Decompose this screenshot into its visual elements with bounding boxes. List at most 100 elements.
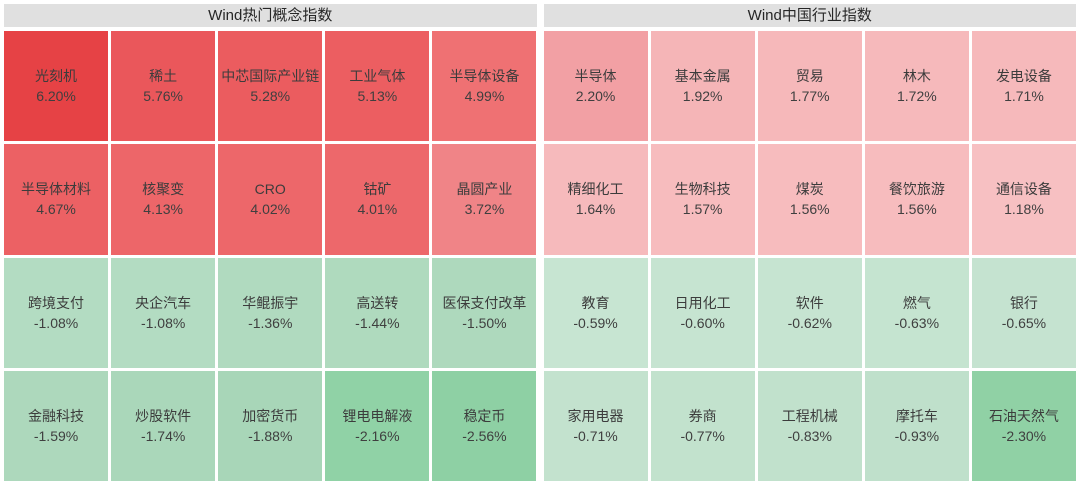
index-name: 高送转 bbox=[356, 294, 399, 311]
index-change: 4.01% bbox=[357, 201, 398, 218]
index-change: 1.56% bbox=[789, 201, 830, 218]
heatmap-cell[interactable]: 生物科技 1.57% bbox=[650, 144, 755, 255]
heatmap-cell[interactable]: 晶圆产业 3.72% bbox=[432, 144, 537, 255]
index-change: -1.08% bbox=[140, 314, 186, 331]
heatmap-cell[interactable]: 核聚变 4.13% bbox=[111, 144, 216, 255]
index-change: 1.71% bbox=[1004, 88, 1044, 105]
heatmap-cell[interactable]: 煤炭 1.56% bbox=[757, 144, 862, 255]
heatmap-cell[interactable]: 高送转 -1.44% bbox=[325, 257, 430, 368]
heatmap-cell[interactable]: 金融科技 -1.59% bbox=[4, 370, 109, 481]
heatmap-cell[interactable]: 央企汽车 -1.08% bbox=[111, 257, 216, 368]
heatmap-cell[interactable]: 半导体材料 4.67% bbox=[4, 144, 109, 255]
heatmap-cell[interactable]: 餐饮旅游 1.56% bbox=[864, 144, 969, 255]
heatmap-cell[interactable]: 精细化工 1.64% bbox=[543, 144, 648, 255]
heatmap-cell[interactable]: 贸易 1.77% bbox=[757, 31, 862, 142]
index-name: 贸易 bbox=[795, 68, 824, 85]
index-name: 券商 bbox=[688, 407, 717, 424]
index-name: 生物科技 bbox=[674, 181, 731, 198]
heatmap-cell[interactable]: 基本金属 1.92% bbox=[650, 31, 755, 142]
index-change: -0.65% bbox=[1001, 314, 1047, 331]
heatmap-cell[interactable]: 光刻机 6.20% bbox=[4, 31, 109, 142]
index-change: 4.13% bbox=[143, 201, 183, 218]
index-name: 基本金属 bbox=[674, 68, 731, 85]
heatmap-cell[interactable]: CRO 4.02% bbox=[218, 144, 323, 255]
heatmap-cell[interactable]: 摩托车 -0.93% bbox=[864, 370, 969, 481]
index-change: -0.59% bbox=[573, 314, 618, 331]
heatmap-cell[interactable]: 锂电电解液 -2.16% bbox=[325, 370, 430, 481]
heatmap-cell[interactable]: 家用电器 -0.71% bbox=[543, 370, 648, 481]
index-change: -2.30% bbox=[1001, 427, 1047, 444]
heatmap-cell[interactable]: 华鲲振宇 -1.36% bbox=[218, 257, 323, 368]
index-name: 稀土 bbox=[149, 68, 178, 85]
heatmap-cell[interactable]: 日用化工 -0.60% bbox=[650, 257, 755, 368]
index-change: 6.20% bbox=[36, 88, 76, 105]
panel-industry-indices: Wind中国行业指数 半导体 2.20% 基本金属 1.92% 贸易 1.77% 林木 1.7… bbox=[543, 4, 1077, 481]
heatmap-cell[interactable]: 工业气体 5.13% bbox=[325, 31, 430, 142]
index-name: CRO bbox=[254, 181, 286, 198]
index-name: 华鲲振宇 bbox=[242, 294, 299, 311]
heatmap-cell[interactable]: 通信设备 1.18% bbox=[971, 144, 1076, 255]
heatmap-cell[interactable]: 券商 -0.77% bbox=[650, 370, 755, 481]
index-name: 餐饮旅游 bbox=[888, 181, 945, 198]
heatmap-cell[interactable]: 中芯国际产业链 5.28% bbox=[218, 31, 323, 142]
heatmap-cell[interactable]: 燃气 -0.63% bbox=[864, 257, 969, 368]
heatmap-grid-industry: 半导体 2.20% 基本金属 1.92% 贸易 1.77% 林木 1.72% 发电设备 1.71%… bbox=[543, 31, 1077, 481]
heatmap-grid-concept: 光刻机 6.20% 稀土 5.76% 中芯国际产业链 5.28% 工业气体 5.13% 半导体设… bbox=[4, 31, 537, 481]
heatmap-cell[interactable]: 软件 -0.62% bbox=[757, 257, 862, 368]
index-change: -0.93% bbox=[894, 427, 940, 444]
index-change: -0.63% bbox=[894, 314, 940, 331]
panel-title-industry: Wind中国行业指数 bbox=[543, 4, 1076, 27]
index-change: 2.20% bbox=[575, 88, 616, 105]
heatmap-cell[interactable]: 炒股软件 -1.74% bbox=[111, 370, 216, 481]
index-name: 中芯国际产业链 bbox=[221, 68, 320, 85]
heatmap-cell[interactable]: 林木 1.72% bbox=[864, 31, 969, 142]
heatmap-cell[interactable]: 石油天然气 -2.30% bbox=[971, 370, 1076, 481]
heatmap-cell[interactable]: 工程机械 -0.83% bbox=[757, 370, 862, 481]
index-name: 钴矿 bbox=[363, 181, 392, 198]
index-change: 5.28% bbox=[250, 88, 291, 105]
heatmap-cell[interactable]: 半导体设备 4.99% bbox=[432, 31, 537, 142]
index-name: 半导体 bbox=[574, 68, 617, 85]
heatmap-cell[interactable]: 钴矿 4.01% bbox=[325, 144, 430, 255]
index-change: 5.76% bbox=[143, 88, 183, 105]
heatmap-cell[interactable]: 医保支付改革 -1.50% bbox=[432, 257, 537, 368]
index-name: 金融科技 bbox=[28, 407, 85, 424]
index-name: 煤炭 bbox=[795, 181, 824, 198]
index-change: -0.77% bbox=[680, 427, 725, 444]
heatmap-cell[interactable]: 教育 -0.59% bbox=[543, 257, 648, 368]
index-name: 央企汽车 bbox=[135, 294, 192, 311]
index-name: 加密货币 bbox=[242, 407, 299, 424]
heatmap-cell[interactable]: 跨境支付 -1.08% bbox=[4, 257, 109, 368]
panel-concept-indices: Wind热门概念指数 光刻机 6.20% 稀土 5.76% 中芯国际产业链 5.28% 工业… bbox=[4, 4, 537, 481]
index-change: 4.67% bbox=[36, 201, 76, 218]
index-name: 锂电电解液 bbox=[342, 407, 413, 424]
index-name: 日用化工 bbox=[674, 294, 731, 311]
panel-title-concept: Wind热门概念指数 bbox=[4, 4, 537, 27]
index-change: -1.59% bbox=[33, 427, 79, 444]
heatmap-cell[interactable]: 稀土 5.76% bbox=[111, 31, 216, 142]
index-name: 摩托车 bbox=[895, 407, 938, 424]
index-name: 炒股软件 bbox=[135, 407, 192, 424]
index-name: 医保支付改革 bbox=[442, 294, 527, 311]
index-change: -1.74% bbox=[140, 427, 186, 444]
index-change: -1.08% bbox=[33, 314, 79, 331]
index-change: -0.60% bbox=[680, 314, 725, 331]
index-change: 1.92% bbox=[682, 88, 723, 105]
heatmap-cell[interactable]: 稳定币 -2.56% bbox=[432, 370, 537, 481]
index-change: -2.16% bbox=[355, 427, 400, 444]
index-change: -1.36% bbox=[248, 314, 293, 331]
heatmap-cell[interactable]: 半导体 2.20% bbox=[543, 31, 648, 142]
heatmap-cell[interactable]: 加密货币 -1.88% bbox=[218, 370, 323, 481]
index-name: 半导体设备 bbox=[449, 68, 520, 85]
index-name: 燃气 bbox=[902, 294, 931, 311]
heatmap-cell[interactable]: 银行 -0.65% bbox=[971, 257, 1076, 368]
index-name: 工程机械 bbox=[781, 407, 838, 424]
index-name: 跨境支付 bbox=[28, 294, 85, 311]
index-name: 稳定币 bbox=[463, 407, 506, 424]
index-change: -0.83% bbox=[787, 427, 832, 444]
heatmap-cell[interactable]: 发电设备 1.71% bbox=[971, 31, 1076, 142]
index-name: 光刻机 bbox=[35, 68, 78, 85]
index-change: 1.77% bbox=[789, 88, 830, 105]
index-change: 1.18% bbox=[1004, 201, 1044, 218]
